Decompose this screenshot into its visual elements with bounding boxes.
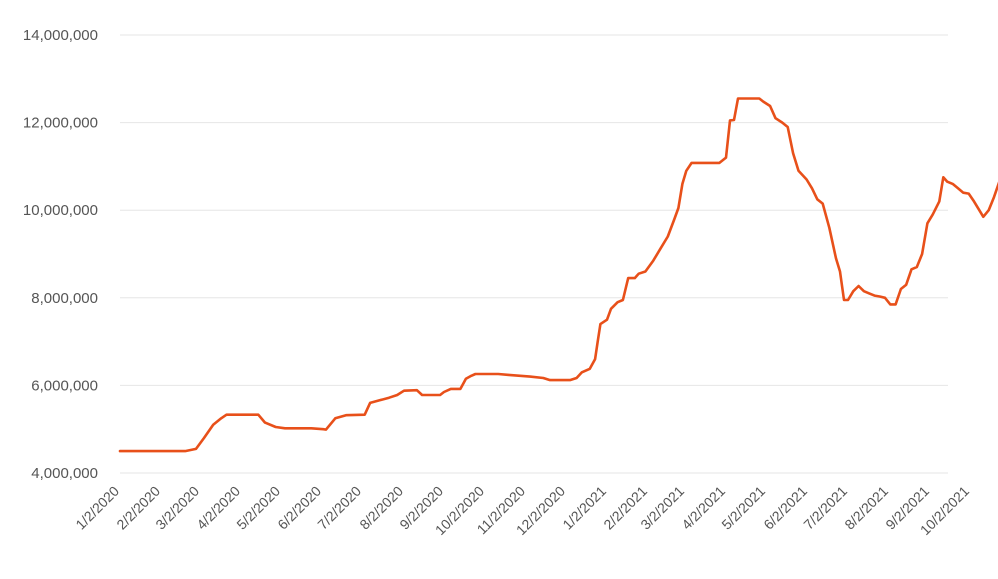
x-tick-label: 7/2/2020 [314,483,364,533]
x-tick-label: 1/2/2021 [559,483,609,533]
x-tick-label: 1/2/2020 [72,483,122,533]
x-axis-tick-labels: 1/2/20202/2/20203/2/20204/2/20205/2/2020… [72,483,972,539]
x-tick-label: 7/2/2021 [800,483,850,533]
y-axis-tick-labels: 4,000,000 6,000,000 8,000,000 10,000,000 12,… [23,27,98,482]
y-tick-label: 4,000,000 [31,465,98,482]
gridlines [120,34,948,474]
y-tick-label: 6,000,000 [31,377,98,394]
x-tick-label: 5/2/2021 [718,483,768,533]
x-tick-label: 8/2/2021 [841,483,891,533]
y-tick-label: 8,000,000 [31,290,98,307]
x-tick-label: 3/2/2020 [152,483,202,533]
x-tick-label: 5/2/2020 [233,483,283,533]
y-tick-label: 10,000,000 [23,202,98,219]
y-tick-label: 12,000,000 [23,115,98,132]
y-tick-label: 14,000,000 [23,27,98,44]
series-line [118,97,998,453]
